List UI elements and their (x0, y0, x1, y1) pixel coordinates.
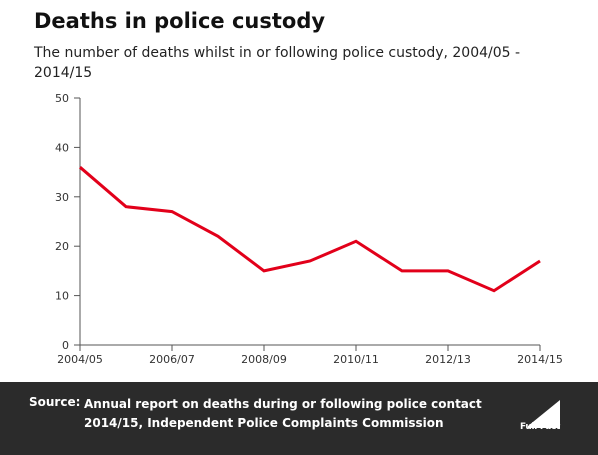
y-tick-label: 0 (62, 339, 69, 352)
full-fact-logo-icon (528, 400, 560, 428)
chart-axes: 0 10 20 30 40 50 2004/05 2006/07 2008/09 2010/11 2… (55, 92, 563, 366)
logo-text: Full Fact (520, 422, 561, 432)
x-tick-label: 2014/15 (517, 353, 563, 366)
y-tick-label: 10 (55, 290, 69, 303)
y-tick-label: 50 (55, 92, 69, 105)
x-tick-label: 2006/07 (149, 353, 195, 366)
y-tick-label: 20 (55, 240, 69, 253)
chart-title: Deaths in police custody (34, 9, 326, 33)
x-tick-label: 2010/11 (333, 353, 379, 366)
y-tick-label: 30 (55, 191, 69, 204)
x-tick-label: 2008/09 (241, 353, 287, 366)
x-tick-label: 2004/05 (57, 353, 103, 366)
chart-subtitle: The number of deaths whilst in or follow… (34, 45, 521, 81)
source-text: Annual report on deaths during or follow… (84, 397, 482, 430)
source-label: Source: (29, 395, 81, 409)
chart-series (79, 166, 541, 293)
line-chart: 0 10 20 30 40 50 2004/05 2006/07 2008/09 2010/11 2… (55, 92, 563, 366)
x-tick-label: 2012/13 (425, 353, 471, 366)
y-tick-label: 40 (55, 141, 69, 154)
series-line (79, 166, 541, 293)
footer: Source: Annual report on deaths during o… (0, 382, 598, 455)
